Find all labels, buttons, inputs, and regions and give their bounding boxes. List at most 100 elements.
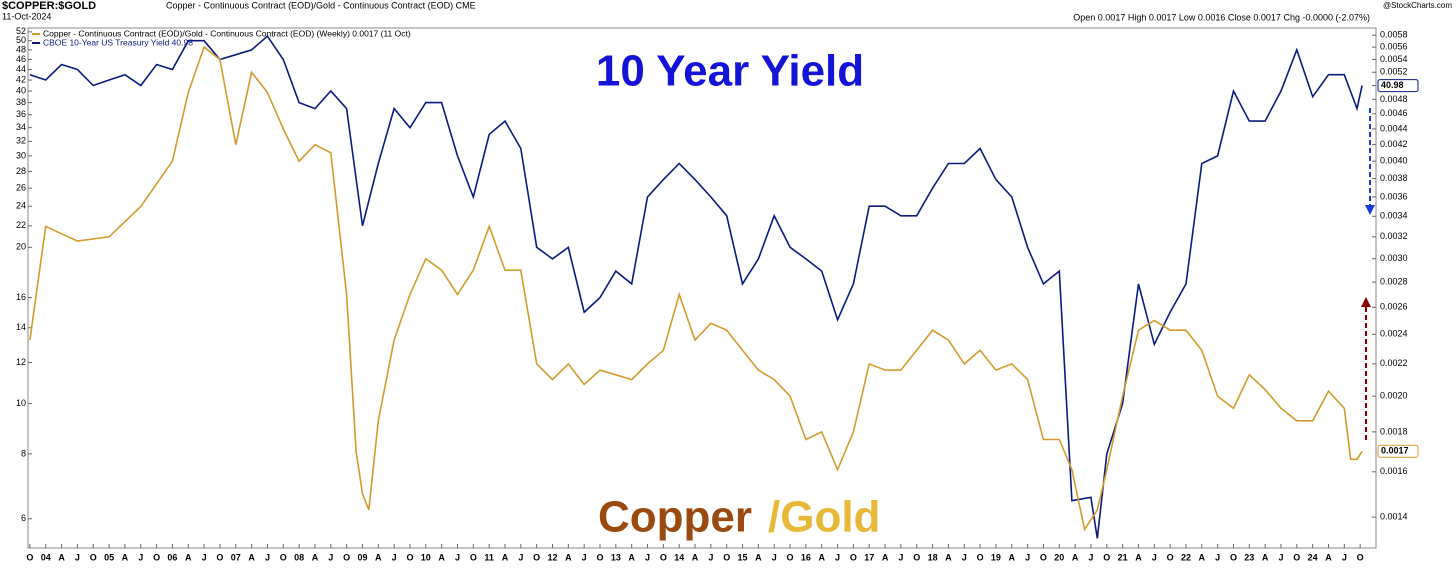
y-tick-label: 36 [16,109,26,119]
x-tick-label: A [1199,552,1206,562]
x-tick-label: J [645,552,650,562]
x-tick-label: 19 [991,552,1001,562]
y2-tick-label: 0.0026 [1380,302,1408,312]
x-tick-label: O [850,552,857,562]
x-tick-label: O [216,552,223,562]
x-tick-label: A [692,552,699,562]
symbol: $COPPER:$GOLD [2,0,96,12]
y-tick-label: 30 [16,150,26,160]
y-tick-label: 14 [16,322,26,332]
x-tick-label: A [248,552,255,562]
x-tick-label: J [835,552,840,562]
x-tick-label: 13 [611,552,621,562]
copper-annotation: Copper [598,493,752,542]
date: 11-Oct-2024 [2,11,51,21]
x-tick-label: J [1088,552,1093,562]
y-tick-label: 10 [16,398,26,408]
y2-tick-label: 0.0056 [1380,41,1408,51]
x-tick-label: O [90,552,97,562]
description: Copper - Continuous Contract (EOD)/Gold … [166,0,476,10]
y-tick-label: 12 [16,357,26,367]
x-tick-label: 04 [41,552,51,562]
x-tick-label: 17 [864,552,874,562]
x-tick-label: 07 [231,552,241,562]
x-tick-label: 12 [547,552,557,562]
y-tick-label: 24 [16,201,26,211]
x-tick-label: O [913,552,920,562]
y2-tick-label: 0.0028 [1380,276,1408,286]
y-tick-label: 16 [16,292,26,302]
y-tick-label: 46 [16,54,26,64]
x-tick-label: J [1025,552,1030,562]
x-tick-label: A [755,552,762,562]
y-tick-label: 48 [16,44,26,54]
y2-tick-label: 0.0030 [1380,253,1408,263]
x-tick-label: A [945,552,952,562]
x-tick-label: O [1040,552,1047,562]
y-tick-label: 42 [16,74,26,84]
x-tick-label: 11 [484,552,494,562]
y-tick-label: 32 [16,136,26,146]
y-tick-label: 8 [21,448,26,458]
y-tick-label: 20 [16,242,26,252]
y2-tick-label: 0.0052 [1380,67,1408,77]
x-tick-label: J [962,552,967,562]
x-tick-label: 06 [167,552,177,562]
y2-tick-label: 0.0036 [1380,191,1408,201]
x-tick-label: 15 [738,552,748,562]
x-tick-label: J [1152,552,1157,562]
x-tick-label: A [1072,552,1079,562]
x-tick-label: O [597,552,604,562]
y-tick-label: 40 [16,85,26,95]
x-tick-label: O [1293,552,1300,562]
y2-tick-label: 0.0058 [1380,30,1408,40]
last-value-label: 40.98 [1381,80,1404,90]
x-tick-label: A [58,552,65,562]
quote: Open 0.0017 High 0.0017 Low 0.0016 Close… [1073,12,1370,22]
x-tick-label: 24 [1308,552,1318,562]
x-tick-label: J [392,552,397,562]
x-tick-label: A [565,552,572,562]
x-tick-label: 20 [1054,552,1064,562]
x-tick-label: O [977,552,984,562]
y-tick-label: 6 [21,513,26,523]
source: @StockCharts.com [1383,1,1452,10]
x-tick-label: J [772,552,777,562]
x-tick-label: J [75,552,80,562]
series-line [29,45,1363,532]
y2-tick-label: 0.0042 [1380,139,1408,149]
x-tick-label: O [26,552,33,562]
gold-annotation: /Gold [768,493,880,542]
x-tick-label: O [406,552,413,562]
y-tick-label: 38 [16,97,26,107]
x-tick-label: 10 [421,552,431,562]
x-tick-label: 21 [1118,552,1128,562]
y2-tick-label: 0.0020 [1380,391,1408,401]
y2-tick-label: 0.0040 [1380,156,1408,166]
x-tick-label: J [1342,552,1347,562]
yield-annotation: 10 Year Yield [596,47,864,96]
x-tick-label: A [882,552,889,562]
x-tick-label: J [455,552,460,562]
y-tick-label: 50 [16,35,26,45]
x-tick-label: A [185,552,192,562]
x-tick-label: A [502,552,509,562]
x-tick-label: J [138,552,143,562]
x-tick-label: 22 [1181,552,1191,562]
x-tick-label: O [1103,552,1110,562]
x-tick-label: J [328,552,333,562]
x-tick-label: J [1215,552,1220,562]
x-tick-label: A [438,552,445,562]
legend-label: CBOE 10-Year US Treasury Yield 40.98 [43,37,193,47]
y-tick-label: 26 [16,183,26,193]
x-tick-label: 18 [928,552,938,562]
y2-tick-label: 0.0014 [1380,511,1408,521]
x-tick-label: O [470,552,477,562]
last-value-box [1377,79,1419,93]
y2-tick-label: 0.0046 [1380,108,1408,118]
y2-tick-label: 0.0048 [1380,94,1408,104]
y2-tick-label: 0.0044 [1380,123,1408,133]
x-tick-label: O [787,552,794,562]
y-tick-label: 44 [16,64,26,74]
